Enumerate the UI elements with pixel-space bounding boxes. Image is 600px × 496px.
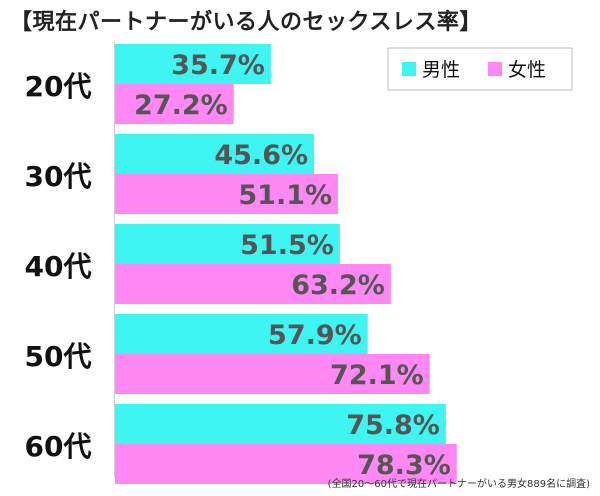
bar-female-3 <box>115 354 430 394</box>
category-label-1: 30代 <box>25 160 92 193</box>
legend-label-female: 女性 <box>508 59 546 81</box>
value-label-male-1: 45.6% <box>214 140 308 171</box>
bar-male-4 <box>115 404 446 444</box>
category-label-0: 20代 <box>25 70 92 103</box>
chart-title: 【現在パートナーがいる人のセックスレス率】 <box>10 10 482 35</box>
value-labels-group: 35.7% 27.2% 45.6% 51.1% 51.5% 63.2% 57.9% 72.1%… <box>134 50 451 481</box>
bar-male-1 <box>115 134 315 174</box>
bar-female-1 <box>115 174 339 214</box>
value-label-male-0: 35.7% <box>171 50 265 81</box>
value-label-female-4: 78.3% <box>357 450 451 481</box>
category-label-3: 50代 <box>25 340 92 373</box>
legend-box <box>387 47 573 91</box>
value-label-female-2: 63.2% <box>291 270 385 301</box>
value-label-male-2: 51.5% <box>240 230 334 261</box>
bar-male-0 <box>115 44 271 84</box>
value-label-female-1: 51.1% <box>238 180 332 211</box>
category-label-4: 60代 <box>25 430 92 463</box>
legend-swatch-male <box>402 62 416 76</box>
footnote: (全国20～60代で現在パートナーがいる男女889名に調査) <box>327 479 590 490</box>
value-label-male-4: 75.8% <box>346 410 440 441</box>
value-label-female-3: 72.1% <box>330 360 424 391</box>
bar-female-4 <box>115 444 457 484</box>
category-label-2: 40代 <box>25 250 92 283</box>
value-label-male-3: 57.9% <box>268 320 362 351</box>
legend-label-male: 男性 <box>422 59 460 81</box>
category-labels-group: 20代 30代 40代 50代 60代 <box>25 70 92 463</box>
value-label-female-0: 27.2% <box>134 90 228 121</box>
bar-female-2 <box>115 264 391 304</box>
bar-male-3 <box>115 314 368 354</box>
bar-female-0 <box>115 84 234 124</box>
bars-group <box>115 44 457 484</box>
legend: 男性 女性 <box>387 47 573 91</box>
bar-male-2 <box>115 224 340 264</box>
legend-swatch-female <box>488 62 502 76</box>
